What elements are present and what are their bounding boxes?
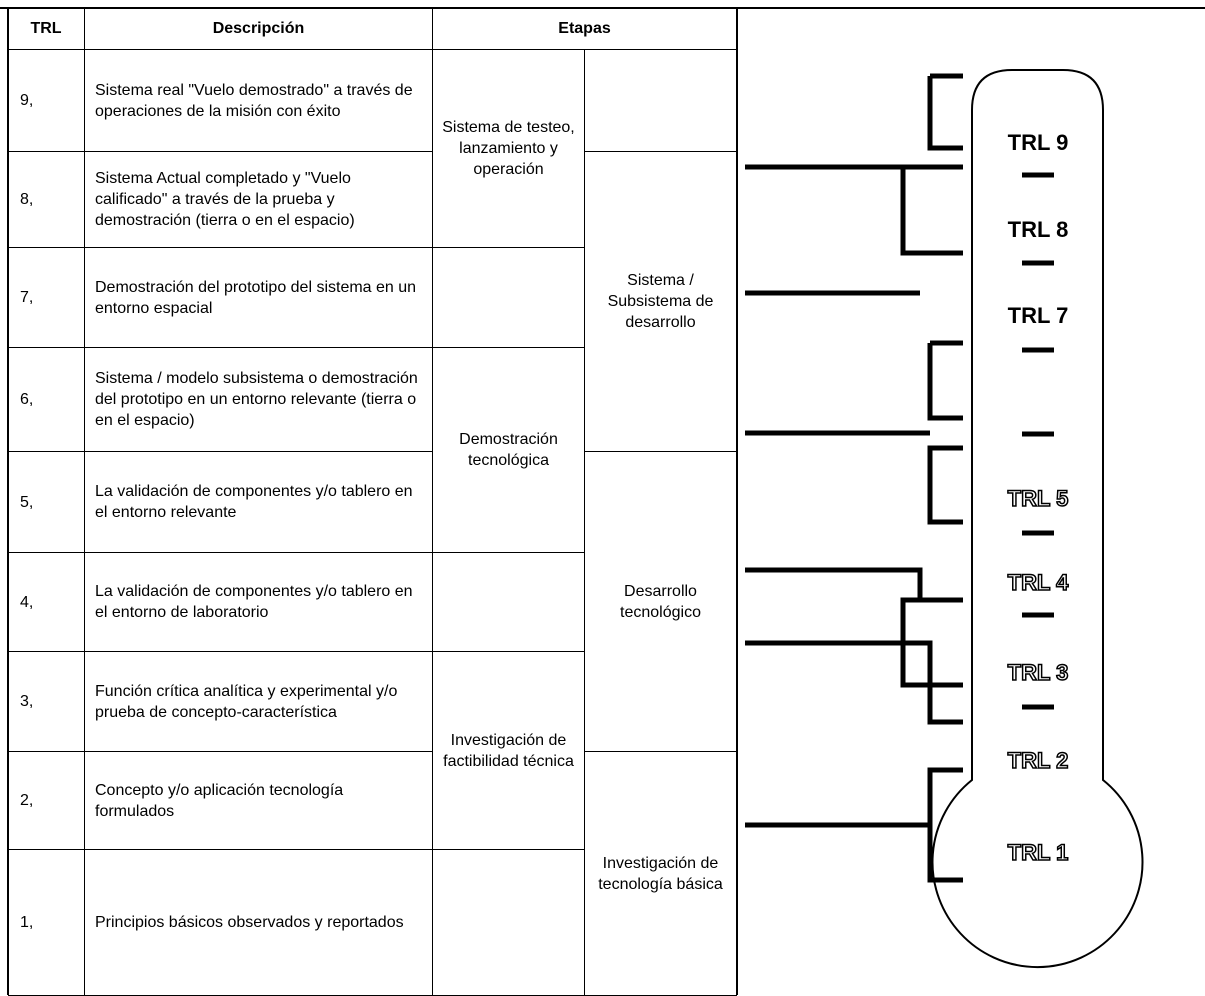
description-cell-text: La validación de componentes y/o tablero… — [95, 483, 413, 521]
trl-cell-text: 9, — [20, 92, 34, 109]
trl-cell: 4, — [8, 553, 85, 652]
description-cell: Función crítica analítica y experimental… — [85, 652, 433, 752]
description-cell-text: Sistema / modelo subsistema o demostraci… — [95, 370, 418, 429]
stage-cell-text: Sistema de testeo, lanzamiento y operaci… — [442, 119, 575, 178]
stage-cell — [433, 248, 585, 348]
trl-level-label: TRL 3 — [1008, 660, 1069, 685]
stage-cell: Desarrollo tecnológico — [585, 452, 737, 752]
stage-cell-text: Investigación de tecnología básica — [598, 854, 723, 893]
stage-cell: Investigación de factibilidad técnica — [433, 652, 585, 850]
stage-cell-text: Demostración tecnológica — [459, 431, 558, 469]
trl-cell: 5, — [8, 452, 85, 553]
description-cell-text: Sistema real "Vuelo demostrado" a través… — [95, 81, 413, 120]
header-cell: TRL — [8, 8, 85, 50]
stage-cell: Sistema de testeo, lanzamiento y operaci… — [433, 50, 585, 248]
trl-level-label: TRL 7 — [1008, 303, 1069, 328]
description-cell-text: Demostración del prototipo del sistema e… — [95, 278, 417, 317]
description-cell: Sistema Actual completado y "Vuelo calif… — [85, 152, 433, 248]
stage-cell — [433, 553, 585, 652]
description-cell-text: Sistema Actual completado y "Vuelo calif… — [95, 170, 355, 229]
header-cell-text: TRL — [30, 20, 62, 37]
header-cell-text: Descripción — [212, 20, 305, 37]
header-cell: Descripción — [85, 8, 433, 50]
trl-cell: 2, — [8, 752, 85, 850]
trl-level-label: TRL 2 — [1008, 748, 1069, 773]
trl-cell-text: 7, — [20, 289, 34, 306]
description-cell: La validación de componentes y/o tablero… — [85, 452, 433, 553]
description-cell-text: Principios básicos observados y reportad… — [95, 914, 404, 931]
description-cell: La validación de componentes y/o tablero… — [85, 553, 433, 652]
brackets — [745, 73, 1054, 883]
trl-cell: 6, — [8, 348, 85, 452]
thermometer-outline — [931, 69, 1144, 968]
stage-cell: Demostración tecnológica — [433, 348, 585, 553]
trl-level-label: TRL 9 — [1008, 130, 1069, 155]
trl-cell-text: 2, — [20, 792, 34, 809]
trl-cell-text: 6, — [20, 391, 34, 408]
trl-level-label: TRL 1 — [1008, 840, 1069, 865]
trl-level-label: TRL 5 — [1008, 486, 1069, 511]
description-cell: Sistema / modelo subsistema o demostraci… — [85, 348, 433, 452]
trl-cell-text: 1, — [20, 914, 34, 931]
description-cell-text: La validación de componentes y/o tablero… — [95, 583, 413, 621]
trl-cell: 7, — [8, 248, 85, 348]
trl-cell: 9, — [8, 50, 85, 152]
description-cell-text: Concepto y/o aplicación tecnología formu… — [95, 781, 344, 820]
header-cell-text: Etapas — [558, 20, 611, 37]
stage-cell-text: Sistema / Subsistema de desarrollo — [607, 272, 714, 331]
description-cell: Concepto y/o aplicación tecnología formu… — [85, 752, 433, 850]
description-cell: Demostración del prototipo del sistema e… — [85, 248, 433, 348]
trl-level-label: TRL 4 — [1008, 570, 1069, 595]
trl-cell-text: 5, — [20, 493, 34, 511]
description-cell-text: Función crítica analítica y experimental… — [95, 682, 398, 721]
trl-cell-text: 3, — [20, 693, 34, 710]
trl-cell-text: 4, — [20, 593, 34, 611]
trl-level-label: TRL 8 — [1008, 217, 1069, 242]
trl-cell-text: 8, — [20, 191, 34, 208]
trl-cell: 3, — [8, 652, 85, 752]
stage-cell-text: Investigación de factibilidad técnica — [443, 731, 574, 770]
description-cell: Sistema real "Vuelo demostrado" a través… — [85, 50, 433, 152]
stage-cell-text: Desarrollo tecnológico — [620, 582, 701, 621]
trl-cell: 8, — [8, 152, 85, 248]
